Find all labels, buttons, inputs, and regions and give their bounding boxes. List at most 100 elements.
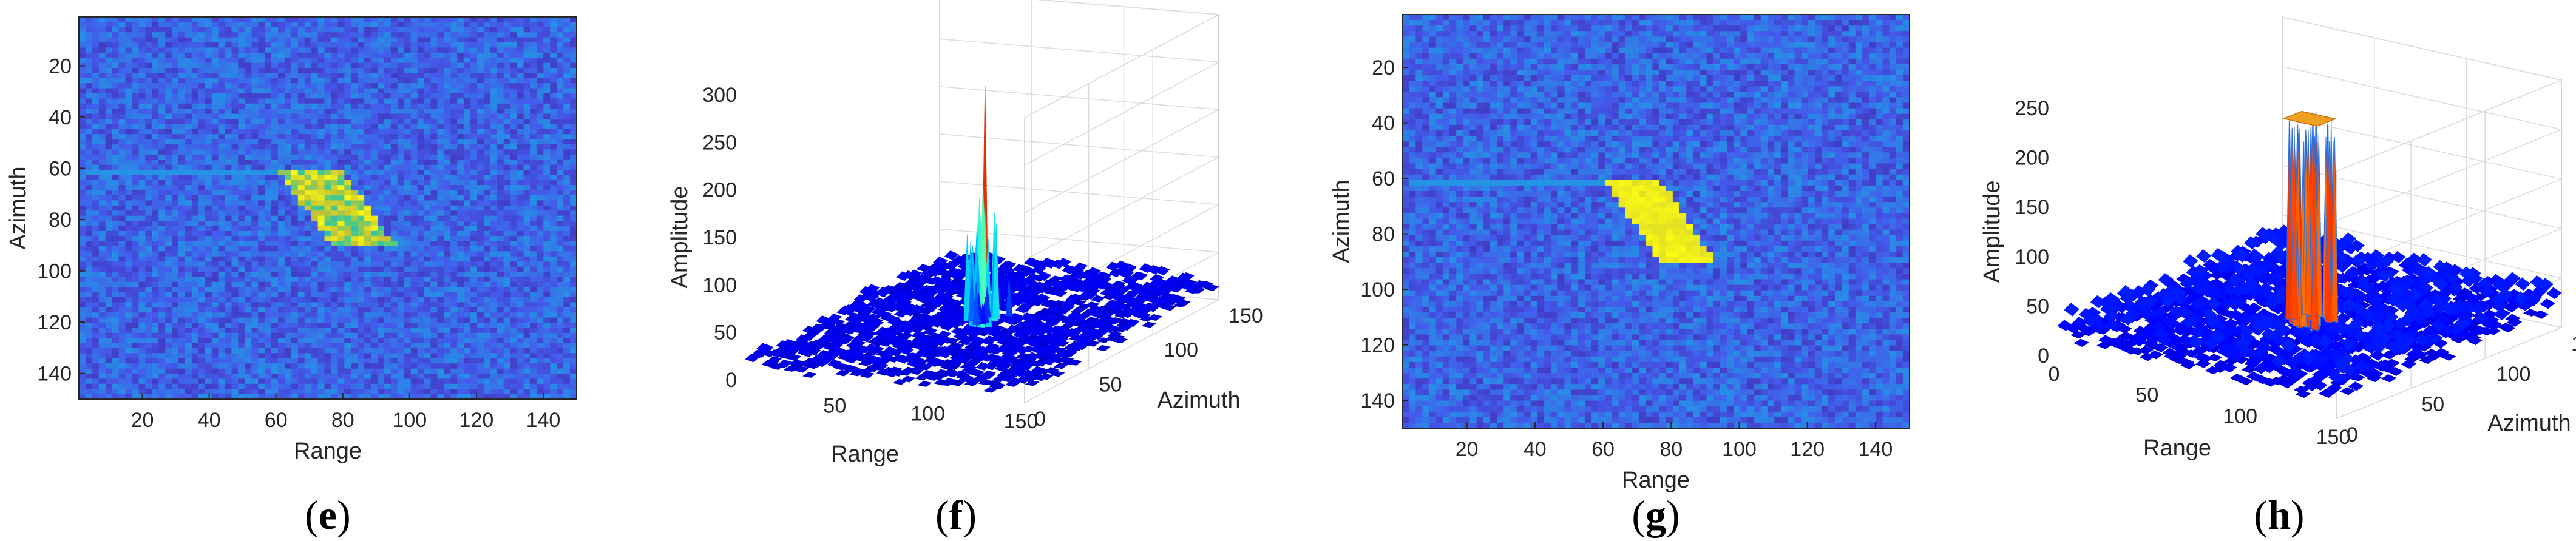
heatmap-cell (477, 287, 484, 293)
heatmap-cell (165, 190, 172, 196)
heatmap-cell (364, 241, 371, 247)
heatmap-cell (85, 302, 93, 308)
heatmap-cell (457, 221, 464, 226)
heatmap-cell (324, 113, 332, 119)
heatmap-cell (444, 195, 451, 201)
heatmap-cell (172, 210, 179, 217)
heatmap-cell (191, 109, 199, 115)
heatmap-cell (397, 175, 405, 181)
heatmap-cell (543, 119, 551, 124)
heatmap-cell (483, 98, 491, 104)
heatmap-cell (417, 37, 425, 43)
heatmap-cell (238, 221, 245, 226)
heatmap-cell (218, 226, 226, 232)
heatmap-cell (450, 297, 458, 303)
heatmap-cell (278, 236, 285, 242)
heatmap-cell (557, 17, 564, 22)
heatmap-cell (457, 312, 464, 318)
heatmap-cell (138, 292, 146, 298)
heatmap-cell (523, 241, 531, 247)
heatmap-cell (165, 210, 172, 217)
heatmap-cell (570, 37, 577, 43)
heatmap-cell (417, 185, 425, 191)
heatmap-cell (503, 328, 511, 334)
heatmap-cell (284, 272, 292, 277)
heatmap-cell (284, 22, 292, 28)
heatmap-cell (351, 149, 358, 155)
heatmap-cell (543, 343, 551, 349)
heatmap-cell (245, 27, 252, 33)
heatmap-cell (205, 277, 212, 283)
heatmap-cell (98, 62, 106, 69)
heatmap-cell (537, 307, 544, 313)
heatmap-cell (557, 292, 564, 298)
heatmap-cell (317, 164, 325, 170)
heatmap-cell (225, 205, 232, 211)
heatmap-cell (557, 200, 564, 206)
heatmap-cell (490, 338, 498, 344)
heatmap-cell (225, 343, 232, 349)
heatmap-cell (424, 215, 432, 221)
heatmap-cell (245, 251, 252, 257)
heatmap-cell (390, 62, 398, 69)
heatmap-cell (105, 149, 113, 155)
heatmap-cell (523, 27, 531, 33)
heatmap-cell (118, 93, 126, 99)
heatmap-cell (245, 129, 252, 135)
heatmap-cell (238, 58, 245, 64)
heatmap-cell (450, 287, 458, 293)
heatmap-cell (132, 338, 139, 344)
heatmap-cell (464, 307, 471, 313)
heatmap-cell (278, 317, 285, 323)
heatmap-cell (317, 68, 325, 73)
heatmap-cell (537, 113, 544, 119)
heatmap-cell (470, 328, 478, 334)
heatmap-cell (364, 221, 371, 226)
heatmap-cell (404, 47, 412, 53)
heatmap-cell (225, 215, 232, 221)
heatmap-cell (543, 134, 551, 140)
heatmap-cell (138, 17, 146, 22)
heatmap-cell (152, 113, 159, 119)
heatmap-cell (324, 37, 332, 43)
heatmap-cell (437, 119, 444, 124)
heatmap-cell (510, 343, 518, 349)
heatmap-cell (152, 272, 159, 277)
heatmap-cell (291, 144, 299, 150)
heatmap-cell (165, 338, 172, 344)
heatmap-cell (523, 297, 531, 303)
heatmap-cell (550, 230, 557, 237)
heatmap-cell (205, 205, 212, 211)
heatmap-cell (311, 175, 319, 181)
heatmap-cell (172, 281, 179, 287)
heatmap-cell (191, 292, 199, 298)
heatmap-cell (258, 221, 265, 226)
heatmap-cell (337, 109, 345, 115)
heatmap-cell (211, 113, 219, 119)
heatmap-cell (464, 272, 471, 277)
heatmap-cell (530, 93, 537, 99)
heatmap-cell (550, 226, 557, 232)
heatmap-cell (231, 338, 239, 344)
heatmap-cell (563, 134, 571, 140)
heatmap-cell (437, 134, 444, 140)
heatmap-cell (570, 175, 577, 181)
heatmap-cell (98, 37, 106, 43)
heatmap-cell (304, 221, 312, 226)
heatmap-cell (563, 37, 571, 43)
heatmap-cell (311, 58, 319, 64)
heatmap-cell (218, 266, 226, 272)
heatmap-cell (358, 246, 365, 252)
heatmap-cell (231, 68, 239, 73)
heatmap-cell (98, 195, 106, 201)
heatmap-cell (358, 241, 365, 247)
heatmap-cell (205, 343, 212, 349)
heatmap-cell (550, 164, 557, 170)
heatmap-cell (364, 103, 371, 109)
heatmap-cell (165, 277, 172, 283)
heatmap-cell (251, 47, 259, 53)
heatmap-cell (304, 119, 312, 124)
heatmap-cell (331, 226, 338, 232)
heatmap-cell (138, 180, 146, 186)
heatmap-cell (477, 195, 484, 201)
